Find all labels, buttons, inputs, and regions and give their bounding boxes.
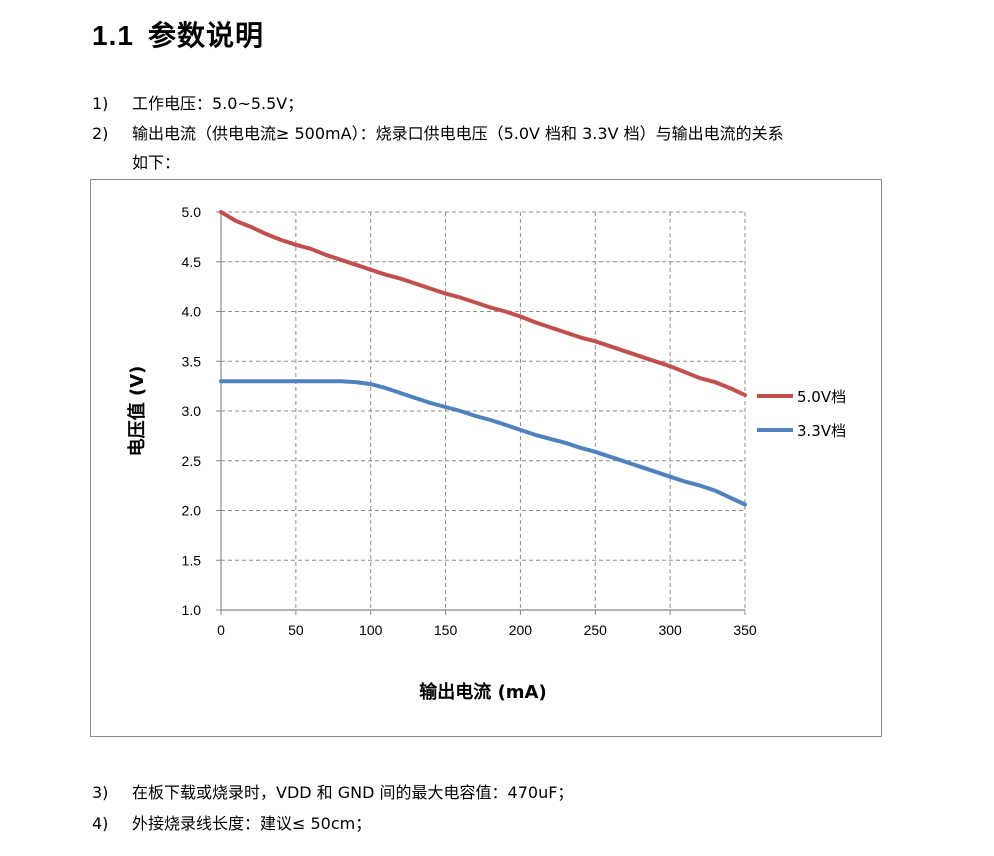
y-tick-label: 1.0 — [182, 602, 202, 618]
section-title: 参数说明 — [147, 19, 264, 52]
x-axis-title: 输出电流 (mA) — [419, 681, 546, 703]
chart-frame: 1.0 1.5 2.0 2.5 3.0 3.5 4.0 4.5 5.0 0 50 100 150 200 2… — [90, 179, 882, 737]
list-index: 3) — [92, 783, 109, 802]
x-tick-label: 200 — [509, 622, 533, 638]
x-tick-label: 100 — [359, 622, 383, 638]
x-tick-label: 150 — [434, 622, 458, 638]
x-tick-label: 250 — [584, 622, 608, 638]
list-text: 如下： — [132, 153, 181, 172]
list-index: 1) — [92, 94, 109, 113]
y-tick-label: 2.5 — [182, 453, 202, 469]
list-index: 4) — [92, 814, 109, 833]
list-text: 在板下载或烧录时，VDD 和 GND 间的最大电容值：470uF； — [132, 783, 574, 802]
list-text: 外接烧录线长度：建议≤ 50cm； — [132, 814, 372, 833]
y-tick-label: 3.0 — [182, 403, 202, 419]
x-tick-label: 300 — [658, 622, 682, 638]
y-tick-label: 4.0 — [182, 304, 202, 320]
y-tick-label: 4.5 — [182, 254, 202, 270]
legend-label: 3.3V档 — [797, 422, 846, 440]
line-chart: 1.0 1.5 2.0 2.5 3.0 3.5 4.0 4.5 5.0 0 50 100 150 200 2… — [126, 204, 846, 703]
list-text: 输出电流（供电电流≥ 500mA）：烧录口供电电压（5.0V 档和 3.3V 档… — [132, 124, 784, 143]
section-heading: 1.1 参数说明 — [92, 14, 264, 54]
y-tick-label: 2.0 — [182, 503, 202, 519]
y-axis-title: 电压值 (V) — [126, 366, 148, 457]
list-index: 2) — [92, 124, 109, 143]
legend-label: 5.0V档 — [797, 388, 846, 406]
x-tick-label: 0 — [217, 622, 225, 638]
y-tick-label: 5.0 — [182, 204, 202, 220]
y-tick-label: 1.5 — [182, 552, 202, 568]
y-tick-label: 3.5 — [182, 353, 202, 369]
section-number: 1.1 — [92, 20, 134, 51]
x-tick-label: 350 — [733, 622, 757, 638]
list-text: 工作电压：5.0~5.5V； — [132, 94, 304, 113]
x-tick-label: 50 — [288, 622, 304, 638]
series-line-3v3 — [219, 379, 747, 507]
series-line-5v — [219, 210, 747, 398]
